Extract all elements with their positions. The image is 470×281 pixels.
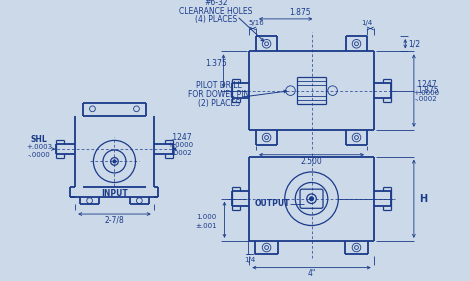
- Circle shape: [286, 86, 295, 96]
- Text: (2) PLACES: (2) PLACES: [198, 99, 240, 108]
- Text: -.0002: -.0002: [169, 150, 192, 156]
- Text: +.0000: +.0000: [167, 142, 194, 148]
- Text: ±.001: ±.001: [195, 223, 217, 228]
- Text: FOR DOWEL PIN: FOR DOWEL PIN: [188, 90, 250, 99]
- Text: +.0000: +.0000: [413, 90, 439, 96]
- Text: OUTPUT: OUTPUT: [255, 199, 290, 208]
- Text: -.0000: -.0000: [28, 152, 50, 158]
- Circle shape: [265, 42, 268, 46]
- Circle shape: [295, 182, 328, 215]
- Circle shape: [352, 243, 361, 252]
- Text: INPUT: INPUT: [101, 189, 128, 198]
- Text: 2-7/8: 2-7/8: [105, 215, 125, 224]
- Circle shape: [352, 39, 361, 48]
- Circle shape: [113, 160, 116, 163]
- Text: #6-32: #6-32: [204, 0, 227, 7]
- Text: .1247: .1247: [170, 133, 191, 142]
- Text: 4": 4": [307, 269, 316, 278]
- Circle shape: [307, 194, 316, 203]
- Circle shape: [133, 106, 139, 112]
- Circle shape: [265, 136, 268, 139]
- Text: 2.500: 2.500: [301, 157, 322, 166]
- Circle shape: [90, 106, 95, 112]
- Text: 1/4: 1/4: [361, 20, 373, 26]
- Circle shape: [94, 140, 135, 182]
- Circle shape: [352, 133, 361, 142]
- Text: SHL: SHL: [31, 135, 47, 144]
- Text: 1/4: 1/4: [244, 257, 255, 263]
- Circle shape: [103, 150, 126, 173]
- Text: .1247: .1247: [415, 80, 437, 89]
- Text: +.0003: +.0003: [26, 144, 52, 150]
- Circle shape: [262, 39, 271, 48]
- Circle shape: [285, 172, 338, 226]
- Text: -.0002: -.0002: [415, 96, 438, 102]
- Text: 1.875: 1.875: [417, 86, 439, 95]
- Text: 5/16: 5/16: [248, 20, 264, 26]
- Circle shape: [354, 246, 359, 250]
- Circle shape: [328, 86, 337, 96]
- Circle shape: [310, 197, 313, 201]
- Text: 1/2: 1/2: [408, 39, 420, 48]
- Text: H: H: [419, 194, 428, 204]
- Text: PILOT DRILL: PILOT DRILL: [196, 81, 242, 90]
- Circle shape: [354, 42, 359, 46]
- Text: 1.000: 1.000: [196, 214, 217, 220]
- Circle shape: [87, 198, 93, 203]
- Circle shape: [262, 243, 271, 252]
- Circle shape: [110, 158, 118, 165]
- Text: 1.875: 1.875: [289, 8, 311, 17]
- Circle shape: [262, 133, 271, 142]
- Text: CLEARANCE HOLES: CLEARANCE HOLES: [179, 7, 252, 16]
- Circle shape: [265, 246, 268, 250]
- Circle shape: [136, 198, 142, 203]
- Text: 1.375: 1.375: [205, 59, 227, 68]
- Circle shape: [354, 136, 359, 139]
- Text: (4) PLACES: (4) PLACES: [195, 15, 237, 24]
